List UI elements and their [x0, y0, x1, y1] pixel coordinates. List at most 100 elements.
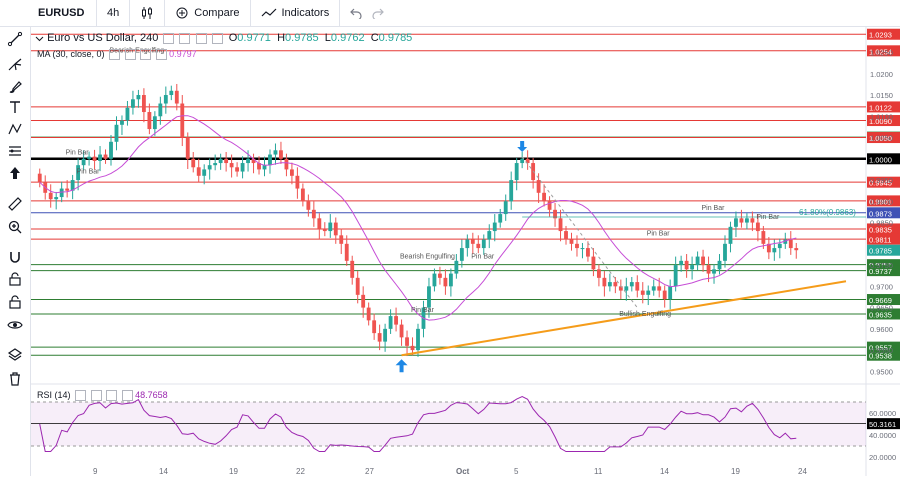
- candle-body: [635, 282, 640, 291]
- zoom-icon[interactable]: [6, 218, 24, 236]
- trash-icon[interactable]: [6, 370, 24, 388]
- ruler-icon[interactable]: [6, 195, 24, 213]
- candle-body: [158, 103, 163, 117]
- arrow-up-marker: [395, 359, 408, 373]
- legend-more-icon[interactable]: [211, 32, 223, 44]
- x-tick-label: 5: [514, 467, 519, 476]
- candle-body: [284, 158, 289, 170]
- rsi-close-icon[interactable]: [106, 390, 118, 402]
- price-chart[interactable]: 1.02931.02541.01221.00901.00511.00501.00…: [31, 27, 900, 476]
- candle-body: [114, 124, 119, 142]
- ma-close-icon[interactable]: [140, 49, 152, 61]
- ma-eye-icon[interactable]: [109, 49, 121, 61]
- price-level-tag: [867, 341, 900, 353]
- pattern-icon[interactable]: [6, 120, 24, 138]
- x-tick-label: 22: [296, 467, 305, 476]
- lock-drawing-icon[interactable]: [6, 270, 24, 288]
- magnet-icon[interactable]: [6, 248, 24, 266]
- trend-line-icon[interactable]: [6, 30, 24, 48]
- candle-type-button[interactable]: [130, 0, 166, 26]
- chart-title: Euro vs US Dollar, 240: [47, 32, 159, 44]
- candle-body: [558, 218, 563, 232]
- chart-area[interactable]: 1.02931.02541.01221.00901.00511.00501.00…: [31, 27, 900, 476]
- candle-body: [476, 243, 481, 249]
- layers-icon[interactable]: [6, 346, 24, 364]
- candle-body: [311, 209, 316, 219]
- compare-button[interactable]: Compare: [165, 0, 251, 26]
- rsi-eye-icon[interactable]: [75, 390, 87, 402]
- brush-icon[interactable]: [6, 78, 24, 96]
- legend-eye-icon[interactable]: [163, 32, 175, 44]
- symbol-search[interactable]: EURUSD: [0, 0, 97, 26]
- candle-body: [459, 248, 464, 261]
- candle-body: [690, 265, 695, 270]
- candle-body: [427, 286, 431, 308]
- undo-icon[interactable]: [350, 7, 362, 19]
- candle-body: [306, 201, 311, 210]
- candle-body: [662, 290, 667, 300]
- rsi-more-icon[interactable]: [121, 390, 133, 402]
- ma-more-icon[interactable]: [155, 49, 167, 61]
- candle-body: [273, 150, 278, 155]
- drawing-toolbar: [0, 0, 31, 476]
- candle-body: [361, 294, 366, 308]
- candle-body: [717, 260, 722, 270]
- pattern-annotation: Pin Bar: [647, 230, 671, 237]
- indicators-button[interactable]: Indicators: [251, 0, 341, 26]
- price-level-tag: [867, 115, 900, 127]
- eye-icon[interactable]: [6, 316, 24, 334]
- legend-close-icon[interactable]: [195, 32, 207, 44]
- price-level-tag: [867, 176, 900, 188]
- candle-body: [405, 337, 409, 346]
- rsi-tick-label: 60.0000: [869, 409, 896, 418]
- pattern-annotation: Bullish Engulfing: [619, 311, 671, 318]
- y-tick-label: 0.9650: [870, 304, 893, 313]
- x-tick-label: 14: [159, 467, 168, 476]
- price-level-label: 1.0122: [869, 103, 892, 112]
- candle-body: [147, 112, 152, 130]
- unlock-icon[interactable]: [6, 293, 24, 311]
- y-tick-label: 0.9700: [870, 282, 893, 291]
- text-icon[interactable]: [6, 98, 24, 116]
- interval-selector[interactable]: 4h: [97, 0, 131, 26]
- candle-body: [70, 180, 75, 191]
- arrow-down-marker: [517, 141, 528, 153]
- candle-body: [333, 222, 338, 236]
- x-tick-label: 19: [731, 467, 740, 476]
- candle-body: [48, 192, 53, 200]
- candle-body: [355, 277, 360, 295]
- pattern-annotation: Pin Bar: [702, 205, 726, 212]
- y-tick-label: 0.9600: [870, 325, 893, 334]
- candle-body: [613, 282, 618, 287]
- candle-body: [673, 265, 678, 287]
- rsi-tick-label: 40.0000: [869, 431, 896, 440]
- candle-body: [317, 218, 322, 229]
- price-level-tag: [867, 308, 900, 320]
- arrow-up-icon[interactable]: [6, 164, 24, 182]
- prediction-icon[interactable]: [6, 142, 24, 160]
- pattern-annotation: Pin Bar: [471, 254, 495, 261]
- candle-body: [37, 173, 42, 183]
- redo-icon[interactable]: [372, 7, 385, 19]
- candle-body: [679, 260, 684, 266]
- rsi-tick-label: 20.0000: [869, 453, 896, 462]
- candle-body: [103, 154, 108, 159]
- pitchfork-icon[interactable]: [6, 55, 24, 73]
- candle-body: [213, 163, 218, 166]
- candle-body: [520, 158, 525, 164]
- x-tick-label: 14: [660, 467, 669, 476]
- ma-settings-icon[interactable]: [124, 49, 136, 61]
- rsi-settings-icon[interactable]: [90, 390, 102, 402]
- candle-body: [136, 95, 141, 100]
- ma-value: 0.9797: [169, 49, 197, 59]
- candle-body: [410, 345, 415, 351]
- candle-body: [547, 201, 552, 210]
- candle-body: [629, 282, 634, 287]
- candle-body: [569, 239, 574, 244]
- candle-body: [788, 239, 793, 249]
- price-level-label: 0.9785: [869, 247, 892, 256]
- candle-body: [657, 286, 662, 291]
- top-toolbar: EURUSD 4h Compare Indicators: [0, 0, 900, 27]
- legend-settings-icon[interactable]: [179, 32, 191, 44]
- candle-body: [169, 90, 174, 96]
